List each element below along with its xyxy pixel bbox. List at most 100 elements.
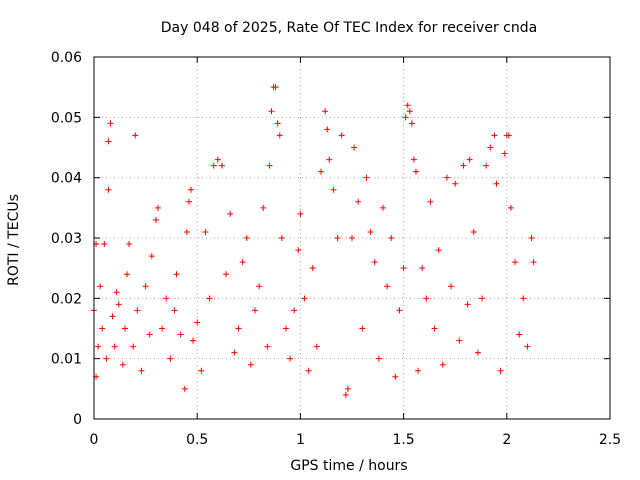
data-point [384,283,391,290]
data-point [474,349,481,356]
data-point [388,235,395,241]
data-points [91,84,537,398]
data-point [95,343,102,350]
data-point [163,295,170,302]
data-point [159,325,166,332]
data-point [198,367,205,374]
y-tick-labels: 0 0.01 0.02 0.03 0.04 0.05 0.06 [51,50,82,428]
data-point [379,204,386,211]
data-point [501,150,508,157]
data-point [206,295,213,302]
y-tick-label: 0 [73,412,82,428]
data-point [218,162,225,169]
data-point [309,265,316,272]
data-point [111,343,118,350]
data-point [402,114,409,121]
data-point [530,259,537,266]
data-point [404,102,411,109]
data-point [435,247,442,254]
data-point [138,367,145,374]
y-tick-label: 0.03 [51,231,82,247]
data-point [268,108,275,115]
data-point [115,301,122,308]
y-tick-label: 0.01 [51,352,82,368]
data-point [330,186,337,193]
data-point [173,271,180,278]
data-point [493,180,500,187]
y-tick-label: 0.04 [51,171,82,187]
data-point [334,235,341,241]
chart-title: Day 048 of 2025, Rate Of TEC Index for r… [161,20,537,36]
data-point [464,301,471,308]
data-point [231,349,238,356]
data-point [483,162,490,169]
data-point [146,331,153,338]
x-tick-label: 0 [90,432,99,448]
data-point [512,259,519,266]
data-point [297,210,304,217]
data-point [126,241,133,248]
x-axis-title: GPS time / hours [290,458,407,474]
data-point [105,138,112,145]
data-point [235,325,242,332]
data-point [419,265,426,272]
data-point [223,271,230,278]
data-point [202,228,209,235]
data-point [363,174,370,181]
data-point [210,162,217,169]
data-point [103,355,110,362]
data-point [99,325,106,332]
data-point [167,355,174,362]
data-point [466,156,473,163]
data-point [287,355,294,362]
data-point [427,198,434,205]
y-axis-title: ROTI / TECUs [6,194,22,286]
data-point [355,198,362,205]
data-point [415,367,422,374]
data-point [412,168,419,175]
data-point [507,204,514,211]
data-point [491,132,498,139]
y-tick-label: 0.02 [51,291,82,307]
data-point [154,204,161,211]
data-point [119,361,126,368]
data-point [431,325,438,332]
data-point [264,343,271,350]
data-point [408,120,415,127]
data-point [375,355,382,362]
data-point [134,307,141,314]
data-point [351,144,358,151]
y-tick-label: 0.05 [51,110,82,126]
data-point [342,391,349,398]
data-point [443,174,450,181]
data-point [101,241,108,248]
data-point [183,228,190,235]
data-point [282,325,289,332]
data-point [148,253,155,260]
data-point [497,367,504,374]
data-point [188,186,195,193]
data-point [260,204,267,211]
data-point [359,325,366,332]
data-point [326,156,333,163]
data-point [266,162,273,169]
data-point [322,108,329,115]
x-tick-label: 2.5 [599,432,621,448]
data-point [291,307,298,314]
data-point [276,132,283,139]
data-point [142,283,149,290]
data-point [251,307,258,314]
data-point [456,337,463,344]
data-point [295,247,302,254]
data-point [371,259,378,266]
data-point [185,198,192,205]
data-point [439,361,446,368]
data-point [460,162,467,169]
data-point [452,180,459,187]
data-point [479,295,486,302]
data-point [107,120,114,127]
data-point [152,216,159,223]
data-point [324,126,331,133]
